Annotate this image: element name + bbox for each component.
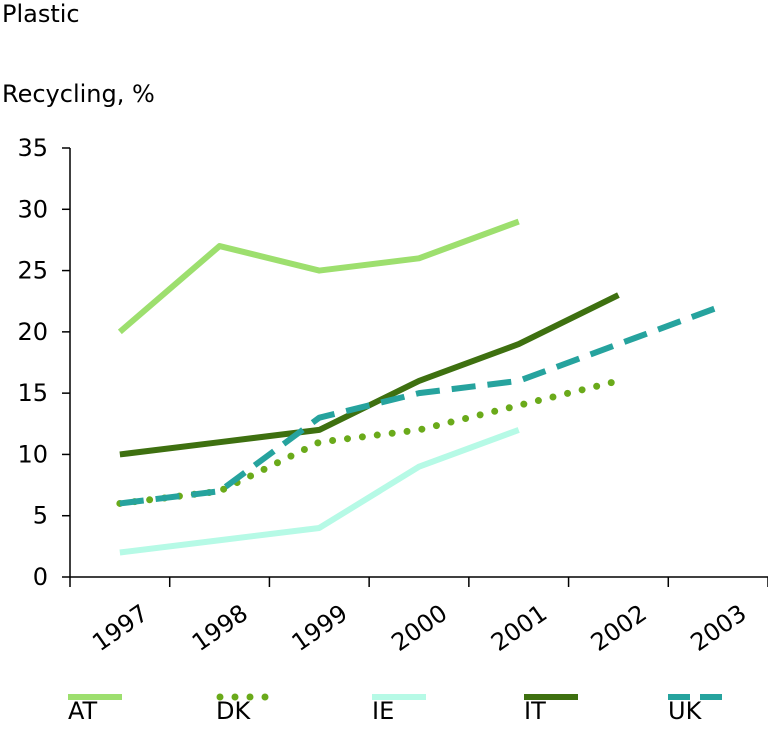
- legend-item-dk: DK: [216, 690, 270, 731]
- y-axis-label: Recycling, %: [2, 80, 155, 108]
- x-tick-label: 1998: [187, 599, 253, 657]
- legend-swatch-it: [524, 694, 578, 700]
- legend-label: UK: [668, 696, 702, 725]
- y-tick-label: 10: [17, 440, 48, 468]
- legend-swatch-at: [68, 694, 122, 700]
- y-tick-label: 25: [17, 257, 48, 285]
- legend-item-at: AT: [68, 690, 122, 731]
- series-line-uk: [119, 304, 720, 507]
- chart-title: Plastic: [2, 0, 80, 28]
- x-tick-label: 1999: [287, 599, 353, 657]
- y-tick-label: 15: [17, 379, 48, 407]
- y-tick-label: 0: [33, 563, 48, 591]
- chart-legend: AT DK IE IT UK: [0, 690, 768, 731]
- x-tick-label: 2003: [685, 599, 751, 657]
- y-tick-label: 35: [17, 134, 48, 162]
- legend-swatch-dk: [216, 693, 270, 701]
- series-line-dk: [116, 377, 622, 507]
- legend-label: IE: [372, 696, 395, 725]
- legend-item-ie: IE: [372, 690, 426, 731]
- legend-item-it: IT: [524, 690, 578, 731]
- x-tick-label: 2002: [586, 599, 652, 657]
- legend-label: AT: [68, 696, 98, 725]
- x-tick-label: 1997: [87, 599, 153, 657]
- legend-label: DK: [216, 696, 251, 725]
- legend-swatch-ie: [372, 694, 426, 700]
- series-line-at: [117, 218, 520, 335]
- y-tick-label: 20: [17, 318, 48, 346]
- x-tick-label: 2001: [486, 599, 552, 657]
- line-chart: 0 5 10 15 20 25 30 35 1997 1998 1999 2000 2001 2002 20…: [17, 134, 768, 657]
- y-tick-label: 30: [17, 195, 48, 223]
- legend-item-uk: UK: [668, 690, 722, 731]
- y-tick-label: 5: [33, 502, 48, 530]
- x-tick-label: 2000: [386, 599, 452, 657]
- legend-label: IT: [524, 696, 546, 725]
- legend-swatch-uk: [668, 694, 722, 700]
- series-line-ie: [119, 427, 520, 556]
